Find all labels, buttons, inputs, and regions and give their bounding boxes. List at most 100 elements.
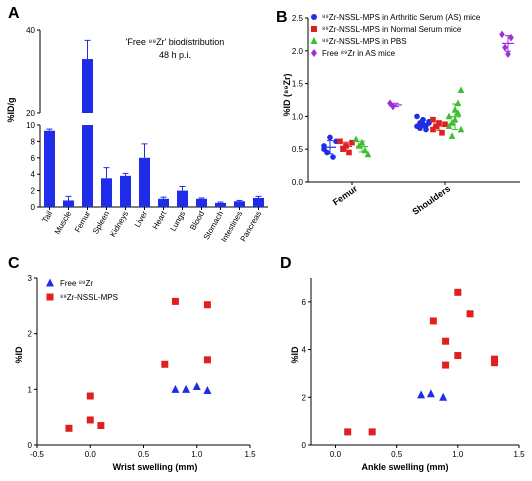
data-point (97, 422, 105, 430)
data-point (417, 390, 426, 399)
data-point (423, 126, 429, 133)
data-point (65, 424, 73, 432)
panel-d-xlabel: Ankle swelling (mm) (361, 462, 448, 472)
panel-d-y-tick-label: 0 (302, 441, 307, 450)
bar (138, 157, 151, 207)
data-point (330, 154, 336, 160)
panel-d-scatter-chart: Ankle swelling (mm) %ID 0.0 0.5 1.0 1.5 0 2 4 6 (290, 278, 525, 472)
panel-c-y-tick-label: 2 (28, 330, 33, 339)
data-point (454, 109, 462, 116)
panel-d-ylabel: %ID (290, 346, 300, 364)
legend-entry: ⁸⁹Zr-NSSL-MPS in Normal Serum mice (322, 25, 462, 34)
panel-a-title-line1: 'Free ⁸⁹Zr' biodistribution (126, 37, 225, 47)
data-point (86, 416, 94, 424)
data-point (368, 428, 376, 436)
data-point (436, 120, 442, 126)
data-point (161, 360, 169, 368)
panel-a-category-label: Kidneys (108, 210, 130, 239)
panel-b-y-tick-label: 1.5 (292, 80, 304, 89)
legend-marker (311, 26, 317, 32)
data-point (417, 125, 423, 132)
data-point (364, 150, 372, 158)
bar (157, 198, 170, 207)
data-point (171, 297, 179, 305)
bar (252, 197, 265, 207)
data-point (433, 123, 439, 130)
panel-b-y-tick-label: 1.0 (292, 112, 304, 121)
data-point (420, 116, 426, 123)
data-point (86, 392, 94, 400)
panel-d-y-tick-label: 4 (302, 346, 307, 355)
data-point (466, 310, 474, 318)
panel-d-x-tick-label: 0.5 (391, 450, 403, 459)
panel-d-y-tick-label: 6 (302, 298, 307, 307)
data-point (327, 134, 333, 141)
data-point (508, 33, 514, 42)
data-point (337, 138, 343, 145)
panel-a-y-tick-label: 0 (31, 203, 36, 212)
data-point (451, 115, 459, 123)
data-point (203, 385, 212, 394)
legend-marker (46, 278, 54, 287)
panel-c-ylabel: %ID (14, 346, 24, 364)
data-point (454, 288, 462, 296)
panel-b-y-tick-label: 2.0 (292, 47, 304, 56)
data-point (343, 143, 349, 149)
panel-b-ylabel: %ID (⁸⁹Zr) (282, 73, 292, 116)
data-point (390, 102, 396, 111)
data-point (457, 125, 465, 133)
data-point (430, 116, 436, 123)
data-point (442, 121, 448, 128)
bar (43, 130, 56, 207)
panel-b-scatter-chart: %ID (⁸⁹Zr) 0.0 0.5 1.0 1.5 2.0 2.5 Femur Should… (282, 13, 520, 217)
panel-a-category-label: Heart (151, 209, 169, 231)
legend-entry: ⁸⁹Zr-NSSL-MPS in Arthritic Serum (AS) mi… (322, 13, 481, 22)
panel-d-x-tick-label: 0.0 (330, 450, 342, 459)
data-point (171, 384, 180, 393)
legend-entry: Free ⁸⁹Zr (60, 279, 93, 288)
data-point (499, 30, 505, 39)
bar (176, 190, 189, 207)
data-point (457, 86, 465, 93)
data-point (439, 130, 445, 136)
panel-letter-d: D (280, 255, 292, 272)
data-point (491, 359, 499, 367)
data-point (361, 146, 369, 154)
panel-a-y-tick-label: 8 (31, 137, 36, 146)
data-point (439, 392, 448, 401)
panel-a-y-tick-label: 40 (26, 26, 35, 35)
data-point (358, 138, 366, 146)
data-point (426, 389, 435, 398)
panel-b-y-tick-label: 0.5 (292, 145, 304, 154)
panel-c-y-tick-label: 3 (28, 274, 33, 283)
data-point (344, 428, 352, 436)
data-point (448, 132, 456, 139)
panel-c-x-tick-label: 1.0 (191, 450, 203, 459)
bar (81, 59, 94, 113)
data-point (352, 135, 360, 143)
panel-b-category-label: Shoulders (410, 183, 452, 216)
panel-a-y-tick-label: 2 (31, 187, 36, 196)
data-point (429, 317, 437, 325)
panel-b-category-label: Femur (331, 183, 360, 207)
data-point (349, 139, 355, 146)
data-point (340, 146, 346, 152)
data-point (430, 126, 436, 133)
data-point (442, 337, 450, 345)
panel-d-x-tick-label: 1.5 (513, 450, 525, 459)
data-point (454, 99, 462, 107)
data-point (454, 352, 462, 360)
panel-a-y-tick-label: 6 (31, 154, 36, 163)
panel-a-category-label: Tail (40, 209, 54, 224)
data-point (502, 43, 508, 52)
panel-d-x-tick-label: 1.0 (452, 450, 464, 459)
bar (233, 201, 246, 207)
data-point (192, 382, 201, 391)
panel-c-x-tick-label: 1.5 (244, 450, 256, 459)
panel-a-ylabel: %ID/g (6, 97, 16, 122)
data-point (346, 149, 352, 156)
panel-b-y-tick-label: 2.5 (292, 14, 304, 23)
panel-a-bar-chart: 'Free ⁸⁹Zr' biodistribution 48 h p.i. %I… (6, 26, 268, 244)
panel-a-category-label: Femur (73, 209, 93, 234)
panel-c-scatter-chart: Wrist swelling (mm) %ID -0.5 0.0 0.5 1.0 1.5… (14, 274, 256, 472)
